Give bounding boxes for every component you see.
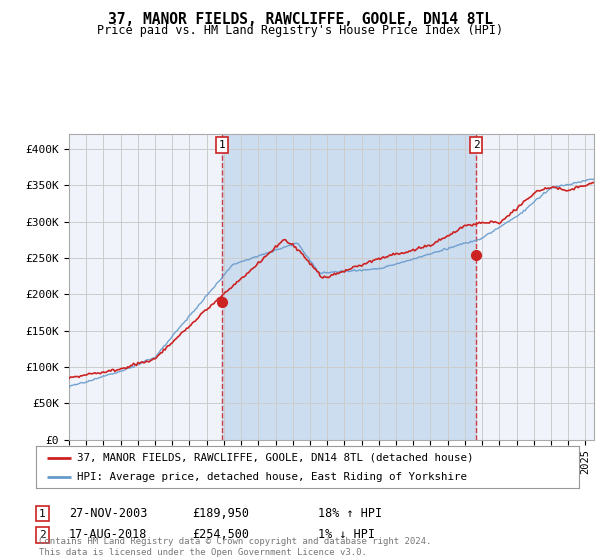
Text: 2: 2 bbox=[39, 530, 46, 540]
Text: Contains HM Land Registry data © Crown copyright and database right 2024.
This d: Contains HM Land Registry data © Crown c… bbox=[39, 537, 431, 557]
Text: £189,950: £189,950 bbox=[192, 507, 249, 520]
Text: 37, MANOR FIELDS, RAWCLIFFE, GOOLE, DN14 8TL: 37, MANOR FIELDS, RAWCLIFFE, GOOLE, DN14… bbox=[107, 12, 493, 27]
Text: Price paid vs. HM Land Registry's House Price Index (HPI): Price paid vs. HM Land Registry's House … bbox=[97, 24, 503, 37]
Bar bbox=[222, 134, 476, 440]
Text: 27-NOV-2003: 27-NOV-2003 bbox=[69, 507, 148, 520]
Text: 18% ↑ HPI: 18% ↑ HPI bbox=[318, 507, 382, 520]
Text: 37, MANOR FIELDS, RAWCLIFFE, GOOLE, DN14 8TL (detached house): 37, MANOR FIELDS, RAWCLIFFE, GOOLE, DN14… bbox=[77, 452, 473, 463]
Text: 2: 2 bbox=[473, 140, 479, 150]
Text: 1: 1 bbox=[219, 140, 226, 150]
Text: £254,500: £254,500 bbox=[192, 528, 249, 542]
Text: 17-AUG-2018: 17-AUG-2018 bbox=[69, 528, 148, 542]
Text: 1% ↓ HPI: 1% ↓ HPI bbox=[318, 528, 375, 542]
Text: HPI: Average price, detached house, East Riding of Yorkshire: HPI: Average price, detached house, East… bbox=[77, 472, 467, 482]
Text: 1: 1 bbox=[39, 508, 46, 519]
